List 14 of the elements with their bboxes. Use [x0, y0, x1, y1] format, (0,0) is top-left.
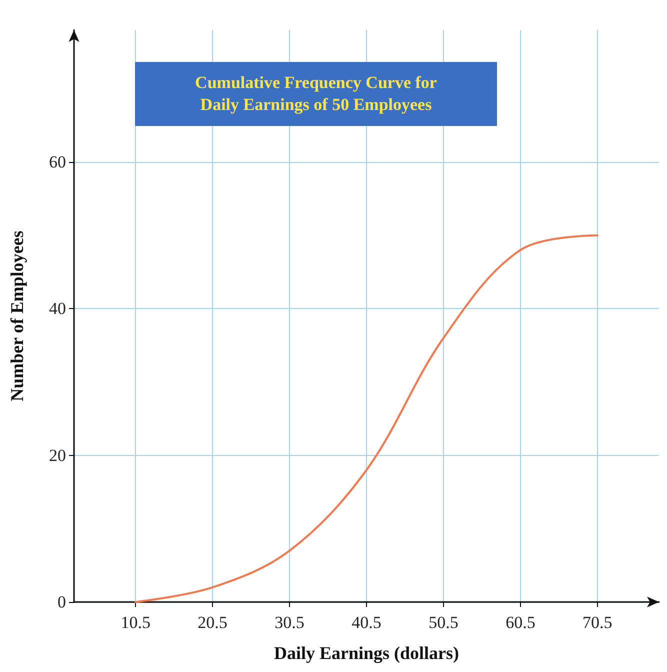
x-tick-label: 60.5: [506, 613, 536, 632]
line-series: [134, 234, 598, 603]
x-tick-label: 30.5: [274, 613, 304, 632]
x-tick-label: 20.5: [198, 613, 228, 632]
x-tick-label: 50.5: [428, 613, 458, 632]
x-tick-label: 40.5: [352, 613, 382, 632]
y-tick-label: 0: [58, 592, 66, 612]
y-tick-label: 20: [49, 446, 66, 465]
y-tick-label: 60: [49, 152, 66, 172]
y-axis-title: Number of Employees: [7, 230, 27, 402]
x-tick-label: 70.5: [582, 613, 612, 632]
y-tick-label: 40: [49, 299, 66, 318]
x-axis-title: Daily Earnings (dollars): [274, 643, 460, 663]
x-tick-label: 10.5: [120, 613, 150, 632]
